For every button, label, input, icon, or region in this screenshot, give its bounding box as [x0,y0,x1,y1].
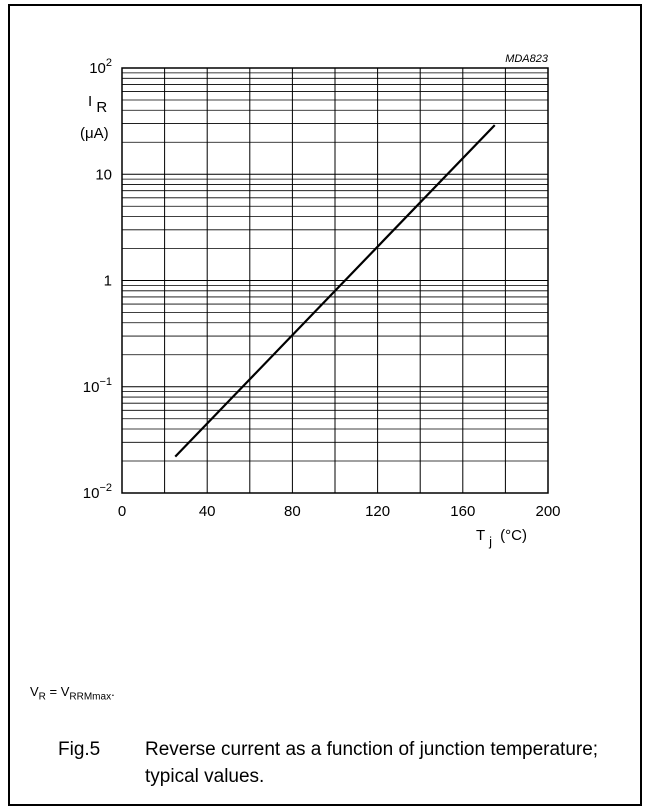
y-tick-label: 102 [89,57,112,77]
x-tick-label: 40 [199,503,216,520]
plot-border [121,67,549,494]
note-eq: = V [45,684,70,699]
figure-caption-text: Reverse current as a function of junctio… [145,739,599,787]
x-axis-label-main: T [476,527,485,544]
note-v1: V [30,684,39,699]
x-axis-label-sub: j [488,534,492,549]
y-axis-unit: (μA) [80,125,109,142]
series-line [174,124,496,458]
note-sub1: R [38,691,46,703]
x-tick-label: 120 [365,503,390,520]
note-sub2: RRMmax [69,691,112,703]
y-tick-label: 1 [104,273,112,290]
chart: 10−2 10−1 1 10 102 0 40 80 120 160 200 MDA823 I R… [80,53,561,550]
y-tick-label: 10 [95,166,112,183]
note-end: . [111,684,115,699]
figure-frame [8,4,642,806]
x-tick-labels: 0 40 80 120 160 200 [118,503,561,520]
x-tick-label: 0 [118,503,126,520]
x-axis-label-unit: (°C) [500,527,527,544]
y-axis-label: I R [88,93,107,116]
y-tick-label: 10−2 [83,482,112,502]
x-tick-label: 80 [284,503,301,520]
x-axis-label: T j (°C) [476,527,527,550]
chart-code: MDA823 [505,53,549,65]
test-condition-note: VR = VRRMmax. [30,684,115,703]
chart-grid [122,68,548,493]
figure-number: Fig.5 [58,739,101,760]
y-tick-label: 10−1 [83,376,112,396]
y-axis-label-sub: R [96,99,107,116]
y-tick-labels: 10−2 10−1 1 10 102 [83,57,112,502]
y-axis-label-main: I [88,93,92,110]
x-tick-label: 200 [535,503,560,520]
x-tick-label: 160 [450,503,475,520]
chart-series [174,124,496,458]
